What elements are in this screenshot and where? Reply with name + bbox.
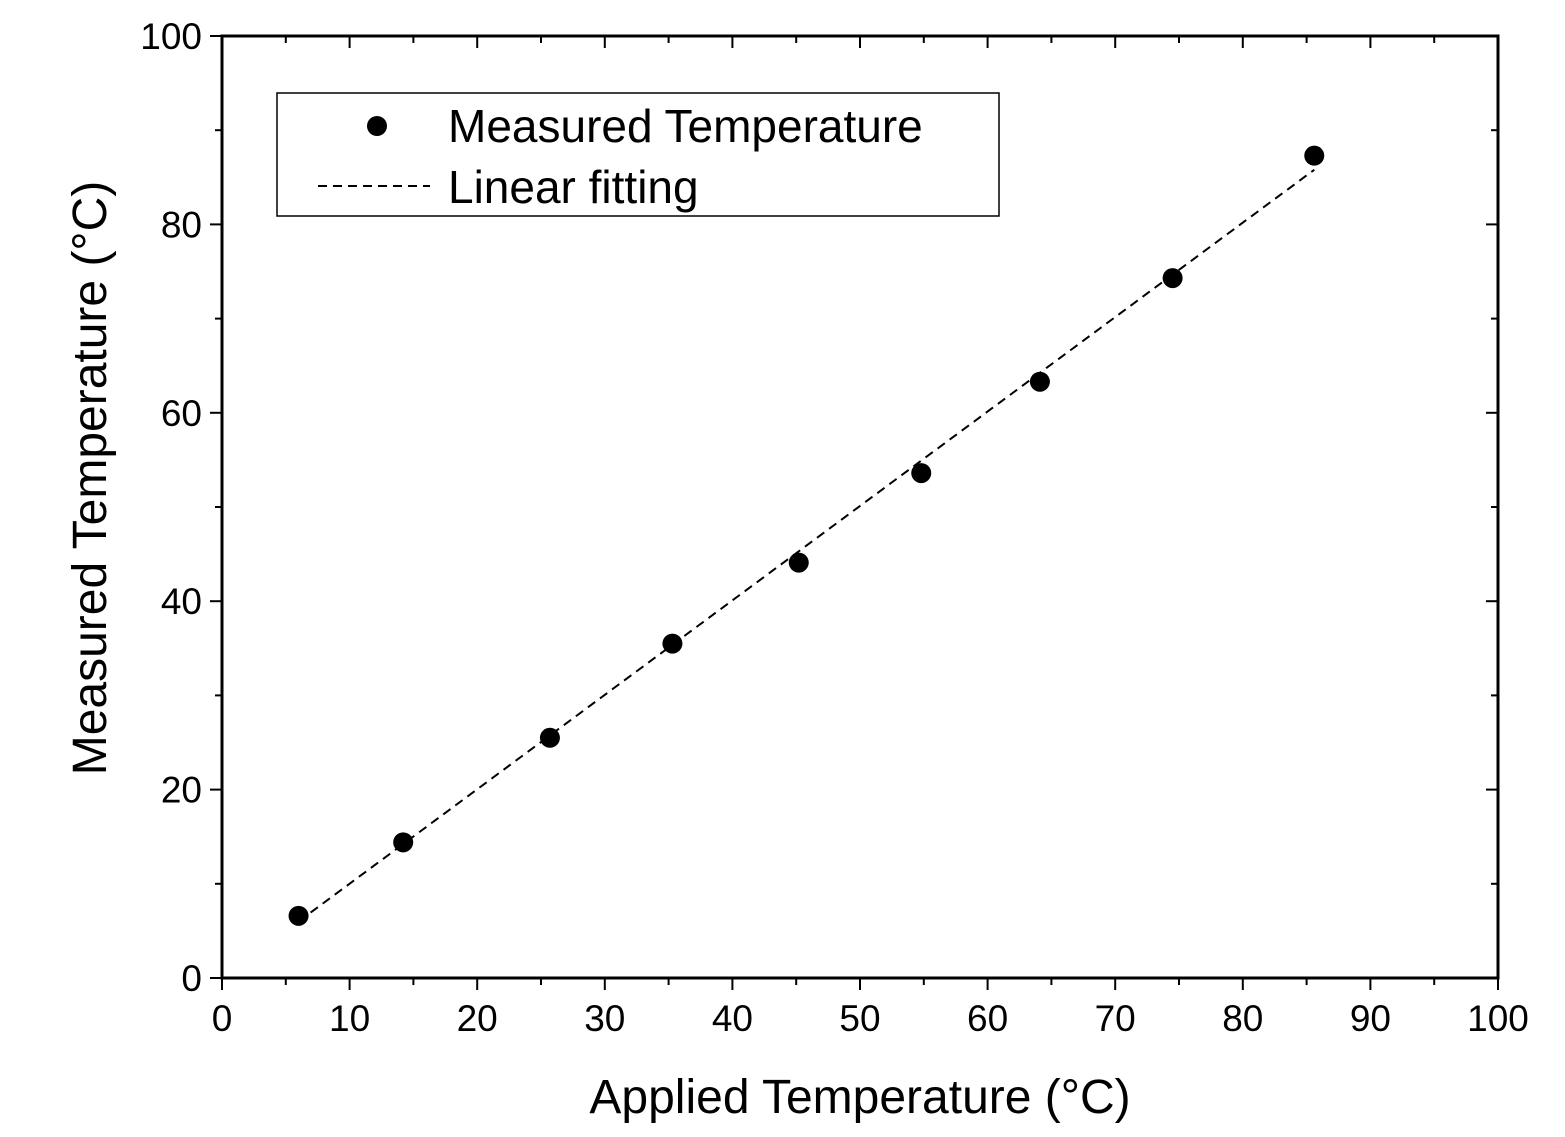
x-tick-label: 20 <box>457 998 498 1039</box>
y-tick-label: 0 <box>181 958 202 999</box>
ticks-layer: 0 10 20 30 40 50 60 70 80 90 100 0 20 40 60 80 100 <box>140 16 1529 1039</box>
x-tick-label: 70 <box>1095 998 1136 1039</box>
data-point <box>393 832 414 853</box>
legend-label-measured: Measured Temperature <box>448 100 923 152</box>
legend: Measured Temperature Linear fitting <box>276 92 1000 217</box>
legend-label-fit: Linear fitting <box>448 161 699 213</box>
data-point <box>1162 268 1183 289</box>
x-tick-label: 40 <box>712 998 753 1039</box>
data-point <box>911 463 932 484</box>
points-layer <box>288 145 1325 926</box>
x-tick-label: 60 <box>967 998 1008 1039</box>
y-tick-label: 20 <box>161 770 202 811</box>
y-tick-label: 40 <box>161 581 202 622</box>
y-tick-label: 80 <box>161 204 202 245</box>
plot-frame <box>220 34 1500 980</box>
x-tick-label: 100 <box>1467 998 1529 1039</box>
data-point <box>1304 145 1325 166</box>
data-point <box>539 727 560 748</box>
y-axis-title: Measured Temperature (°C) <box>64 181 117 776</box>
y-tick-label: 60 <box>161 393 202 434</box>
x-tick-label: 10 <box>329 998 370 1039</box>
x-tick-label: 30 <box>584 998 625 1039</box>
x-tick-label: 50 <box>839 998 880 1039</box>
y-tick-label: 100 <box>140 16 202 57</box>
x-tick-label: 80 <box>1222 998 1263 1039</box>
fit-layer <box>297 168 1315 923</box>
fit-line <box>297 168 1315 923</box>
data-point <box>788 552 809 573</box>
data-point <box>1029 371 1050 392</box>
legend-box <box>276 92 1000 217</box>
x-tick-label: 90 <box>1350 998 1391 1039</box>
data-point <box>288 905 309 926</box>
x-tick-label: 0 <box>212 998 233 1039</box>
x-axis-title: Applied Temperature (°C) <box>589 1071 1130 1124</box>
legend-marker-measured <box>367 116 387 136</box>
data-point <box>662 633 683 654</box>
